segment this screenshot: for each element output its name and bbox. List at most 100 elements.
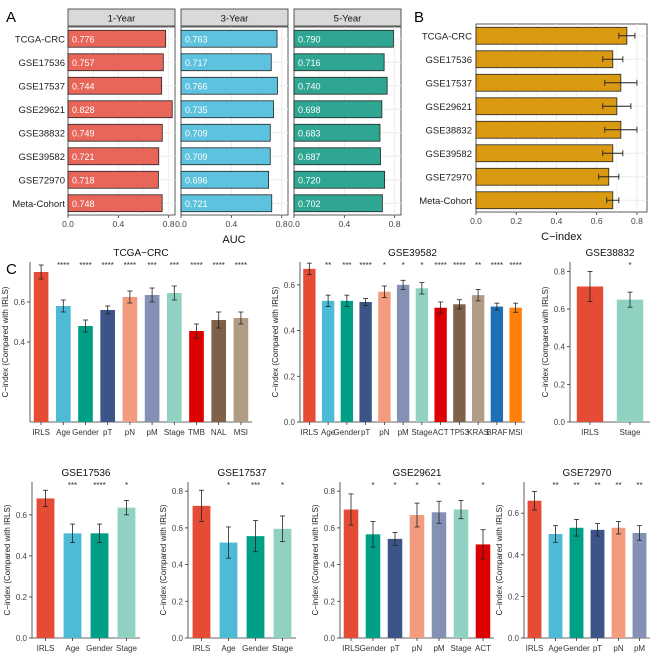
a-row-label-1: GSE17536 bbox=[19, 58, 65, 69]
a-row-label-3: GSE29621 bbox=[19, 105, 65, 116]
c-plot-title-2: GSE38832 bbox=[586, 248, 635, 259]
c-x-tick-label: Stage bbox=[272, 644, 293, 653]
c-y-tick-label: 0.6 bbox=[508, 509, 520, 518]
a-x-tick-label: 0.0 bbox=[288, 219, 300, 229]
c-bar bbox=[166, 293, 182, 422]
a-bar-value: 0.763 bbox=[185, 34, 208, 44]
c-bar bbox=[590, 529, 605, 638]
c-x-tick-label: Gender bbox=[334, 428, 361, 437]
c-y-tick-label: 0.2 bbox=[284, 372, 296, 381]
a-facet-strip-1 bbox=[180, 8, 289, 27]
c-plot-title-4: GSE17537 bbox=[218, 468, 267, 479]
c-bar bbox=[303, 268, 316, 422]
c-x-tick-label: pT bbox=[103, 428, 112, 437]
a-bar-value: 0.748 bbox=[72, 199, 95, 209]
c-bar bbox=[569, 527, 584, 638]
c-x-tick-label: Age bbox=[321, 428, 336, 437]
b-bar bbox=[475, 144, 614, 163]
c-x-tick-label: pN bbox=[412, 644, 422, 653]
c-bar bbox=[117, 507, 136, 638]
a-x-tick-label: 0.8 bbox=[163, 219, 175, 229]
a-x-tick-label: 0.4 bbox=[338, 219, 350, 229]
a-facet-strip-2 bbox=[293, 8, 402, 27]
b-bar bbox=[475, 26, 628, 45]
a-bar bbox=[67, 147, 160, 166]
panel-b-cindex-chart: TCGA-CRC GSE17536 GSE17537 GSE29621 GSE38832… bbox=[419, 23, 648, 243]
c-significance-marker: **** bbox=[491, 261, 503, 270]
c-x-tick-label: KRAS bbox=[467, 428, 489, 437]
a-facet-title-2: 5-Year bbox=[334, 14, 362, 25]
c-significance-marker: ** bbox=[615, 481, 621, 490]
c-x-tick-label: Gender bbox=[360, 644, 387, 653]
b-row-label-4: GSE38832 bbox=[426, 125, 472, 136]
c-bar bbox=[434, 307, 447, 422]
c-x-tick-label: pM bbox=[147, 428, 158, 437]
c-significance-marker: *** bbox=[342, 261, 351, 270]
c-y-tick-label: 0.0 bbox=[16, 634, 28, 643]
a-bar bbox=[67, 29, 167, 48]
c-x-tick-label: IRLS bbox=[526, 644, 544, 653]
a-bar bbox=[293, 194, 383, 213]
a-x-tick-label: 0.8 bbox=[276, 219, 288, 229]
a-bar-value: 0.766 bbox=[185, 81, 208, 91]
c-x-tick-label: Age bbox=[56, 428, 71, 437]
c-bar bbox=[387, 538, 403, 638]
c-x-tick-label: Age bbox=[221, 644, 236, 653]
c-x-tick-label: pM bbox=[433, 644, 444, 653]
a-bar-value: 0.776 bbox=[72, 34, 95, 44]
c-significance-marker: *** bbox=[251, 481, 260, 490]
c-significance-marker: * bbox=[393, 481, 396, 490]
b-x-tick-label: 0.4 bbox=[551, 216, 563, 226]
c-y-tick-label: 0.6 bbox=[284, 281, 296, 290]
c-significance-marker: ** bbox=[636, 481, 642, 490]
c-bar bbox=[611, 527, 626, 638]
c-bar bbox=[616, 299, 644, 422]
c-significance-marker: **** bbox=[359, 261, 371, 270]
a-row-label-0: TCGA-CRC bbox=[15, 34, 65, 45]
c-plot-title-1: GSE39582 bbox=[388, 248, 437, 259]
c-y-tick-label: 0.6 bbox=[16, 511, 28, 520]
c-y-axis-label-1: C−index (Compared with IRLS) bbox=[271, 286, 280, 397]
b-x-tick-label: 0.8 bbox=[631, 216, 643, 226]
c-y-tick-label: 0.0 bbox=[508, 634, 520, 643]
a-bar bbox=[293, 100, 383, 119]
panel-label-b: B bbox=[414, 9, 424, 26]
c-x-tick-label: pM bbox=[634, 644, 645, 653]
a-bar bbox=[67, 170, 159, 189]
a-facet-strip-0 bbox=[67, 8, 176, 27]
c-y-axis-label-2: C−index (Compared with IRLS) bbox=[541, 286, 550, 397]
c-y-axis-label-3: C−index (Compared with IRLS) bbox=[3, 504, 12, 615]
a-bar bbox=[180, 100, 274, 119]
c-plot-title-3: GSE17536 bbox=[62, 468, 111, 479]
a-x-tick-label: 0.4 bbox=[225, 219, 237, 229]
c-significance-marker: **** bbox=[212, 261, 224, 270]
c-bar bbox=[343, 509, 359, 638]
c-bar bbox=[527, 500, 542, 638]
a-bar bbox=[180, 194, 273, 213]
c-y-tick-label: 0.4 bbox=[14, 338, 26, 347]
c-significance-marker: * bbox=[437, 481, 440, 490]
c-y-tick-label: 0.2 bbox=[508, 592, 520, 601]
a-bar bbox=[180, 123, 271, 142]
c-x-tick-label: IRLS bbox=[193, 644, 211, 653]
a-row-label-5: GSE39582 bbox=[19, 152, 65, 163]
c-y-axis-label-6: C−index (Compared with IRLS) bbox=[495, 504, 504, 615]
a-bar-value: 0.717 bbox=[185, 58, 208, 68]
c-x-tick-label: BRAF bbox=[486, 428, 507, 437]
a-x-tick-label: 0.0 bbox=[62, 219, 74, 229]
c-y-tick-label: 0.2 bbox=[554, 380, 566, 389]
a-row-label-2: GSE17537 bbox=[19, 81, 65, 92]
c-bar bbox=[365, 534, 381, 638]
c-bar bbox=[632, 532, 647, 638]
a-bar-value: 0.721 bbox=[72, 152, 95, 162]
a-bar bbox=[293, 29, 394, 48]
c-bar bbox=[396, 284, 410, 422]
a-bar-value: 0.696 bbox=[185, 175, 208, 185]
b-row-label-0: TCGA-CRC bbox=[422, 31, 472, 42]
a-bar-value: 0.709 bbox=[185, 128, 208, 138]
c-significance-marker: *** bbox=[147, 261, 156, 270]
c-significance-marker: * bbox=[125, 481, 128, 490]
a-x-tick-label: 0.8 bbox=[389, 219, 401, 229]
c-significance-marker: ** bbox=[594, 481, 600, 490]
a-row-label-6: GSE72970 bbox=[19, 175, 65, 186]
